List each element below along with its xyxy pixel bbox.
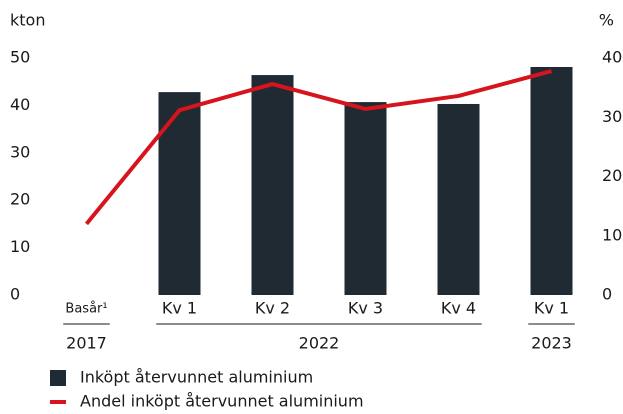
group-label: 2023 <box>531 334 572 353</box>
x-tick-label: Kv 2 <box>255 299 290 318</box>
legend-label: Inköpt återvunnet aluminium <box>80 368 313 387</box>
group-label: 2022 <box>299 334 340 353</box>
bar <box>530 67 573 295</box>
y-tick-label: 40 <box>10 95 30 114</box>
y-tick-label: 20 <box>10 190 30 209</box>
y-tick-label: 50 <box>10 48 30 67</box>
y2-tick-label: 10 <box>602 225 622 244</box>
bar <box>437 103 480 295</box>
legend-swatch <box>50 370 66 386</box>
y2-axis-title: % <box>599 11 614 30</box>
x-tick-label: Basår¹ <box>65 302 107 317</box>
y-tick-label: 30 <box>10 142 30 161</box>
x-tick-label: Kv 4 <box>441 299 476 318</box>
y-axis-title: kton <box>10 11 45 30</box>
y-tick-label: 0 <box>10 285 20 304</box>
x-tick-label: Kv 1 <box>162 299 197 318</box>
bar <box>158 92 201 296</box>
line <box>84 69 553 226</box>
group-label: 2017 <box>66 334 107 353</box>
legend-label: Andel inköpt återvunnet aluminium <box>80 392 364 411</box>
y2-tick-label: 30 <box>602 107 622 126</box>
y2-tick-label: 40 <box>602 48 622 67</box>
bar <box>251 75 294 296</box>
y2-tick-label: 0 <box>602 285 612 304</box>
bar <box>344 102 387 295</box>
y2-tick-label: 20 <box>602 166 622 185</box>
x-tick-label: Kv 3 <box>348 299 383 318</box>
x-tick-label: Kv 1 <box>534 299 569 318</box>
y-tick-label: 10 <box>10 237 30 256</box>
